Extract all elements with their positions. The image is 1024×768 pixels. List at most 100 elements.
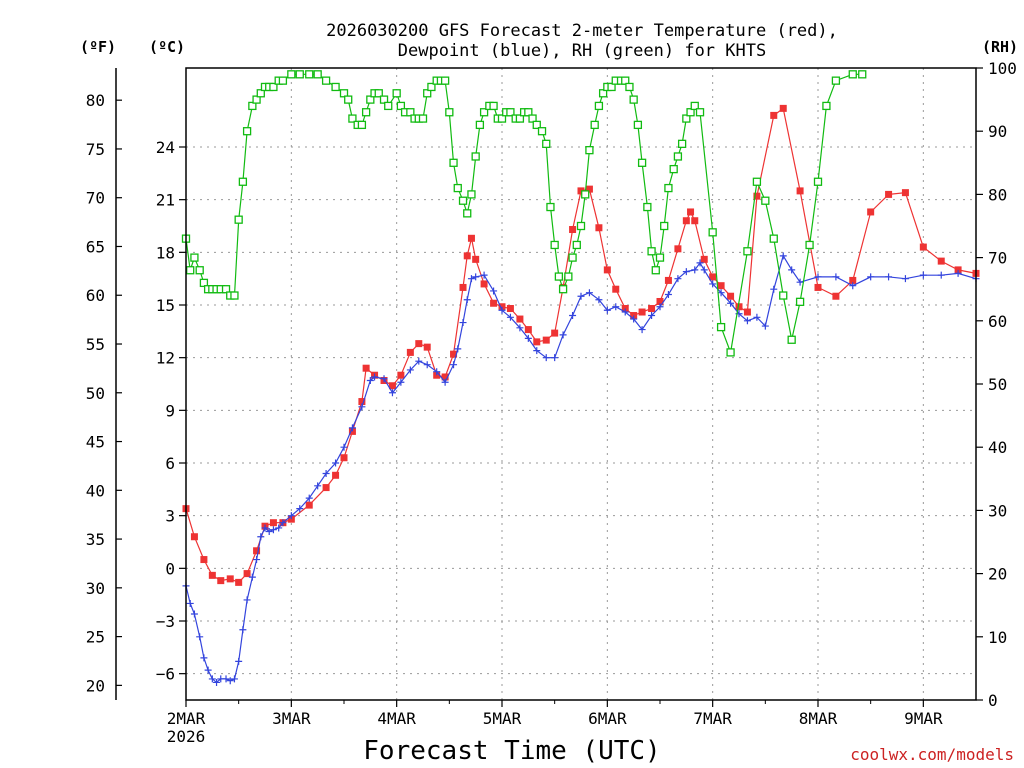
rh-point — [339, 89, 349, 98]
rh-point — [374, 89, 383, 98]
dewpoint-point — [287, 512, 295, 520]
rh-point — [805, 240, 814, 250]
rh-point — [576, 221, 586, 231]
fahrenheit-unit-label: (ºF) — [80, 38, 116, 56]
temperature-point — [603, 266, 611, 274]
dewpoint-point — [406, 366, 414, 374]
rh-point — [726, 348, 735, 357]
temperature-point — [226, 575, 234, 583]
rh-point — [497, 114, 507, 123]
rh-point — [682, 114, 691, 123]
rh-point — [554, 272, 564, 281]
dewpoint-point — [261, 524, 269, 532]
dewpoint-point — [190, 610, 198, 618]
temperature-point — [832, 292, 840, 300]
temperature-point — [467, 234, 475, 242]
dewpoint-point — [279, 519, 287, 527]
rh-point — [348, 114, 357, 123]
rh-point — [621, 76, 630, 85]
celsius-unit-label: (ºC) — [149, 38, 185, 56]
dewpoint-point — [656, 303, 664, 311]
rh-point — [357, 120, 367, 130]
x-tick-label: 6MAR — [588, 709, 627, 728]
rh-point — [321, 76, 331, 85]
rh-point — [392, 89, 401, 98]
dewpoint-point — [603, 306, 611, 314]
fahrenheit-tick-label: 75 — [86, 140, 105, 159]
rh-point — [779, 291, 788, 300]
rh-point — [743, 247, 752, 256]
dewpoint-point — [937, 271, 945, 279]
rh-point — [489, 101, 498, 111]
dewpoint-point — [305, 494, 313, 502]
dewpoint-point — [459, 319, 467, 327]
x-axis-label: Forecast Time (UTC) — [363, 736, 660, 766]
grid — [186, 68, 976, 700]
rh-point — [695, 108, 705, 117]
rh-tick-label: 10 — [988, 628, 1007, 647]
temperature-point — [814, 283, 822, 291]
dewpoint-point — [788, 266, 796, 274]
credit-label: coolwx.com/models — [850, 745, 1014, 764]
rh-point — [787, 335, 796, 344]
rh-point — [453, 183, 462, 193]
rh-point — [248, 101, 257, 111]
temperature-point — [542, 336, 550, 344]
rh-point — [506, 108, 515, 117]
series-group — [181, 70, 980, 686]
rh-point — [607, 82, 616, 92]
temperature-point — [358, 398, 366, 406]
rh-point — [594, 101, 604, 111]
chart-title-line2: Dewpoint (blue), RH (green) for KHTS — [398, 41, 766, 61]
celsius-tick-label: 12 — [156, 349, 175, 368]
rh-point — [537, 127, 547, 136]
temperature-point — [849, 276, 857, 284]
temperature-point — [901, 189, 909, 197]
dewpoint-point — [230, 675, 238, 683]
dewpoint-point — [269, 526, 277, 534]
rh-point — [366, 95, 375, 104]
x-tick-label: 8MAR — [799, 709, 838, 728]
dewpoint-point — [213, 678, 221, 686]
celsius-tick-label: 18 — [156, 243, 175, 262]
rh-point — [647, 247, 656, 256]
temperature-point — [753, 192, 761, 200]
dewpoint-point — [498, 306, 506, 314]
rh-point — [287, 70, 296, 79]
dewpoint-point — [674, 275, 682, 283]
celsius-tick-label: −6 — [156, 665, 175, 684]
dewpoint-point — [433, 368, 441, 376]
temperature-point — [796, 187, 804, 195]
rh-point — [761, 196, 770, 205]
rh-point — [831, 76, 841, 85]
dewpoint-point — [226, 677, 234, 685]
rh-tick-label: 90 — [988, 122, 1007, 141]
dewpoint-point — [371, 373, 379, 381]
temperature-point — [423, 343, 431, 351]
temperature-point — [348, 427, 356, 435]
dewpoint-point — [849, 282, 857, 290]
temperature-point — [867, 208, 875, 216]
rh-point — [686, 108, 695, 117]
dewpoint-point — [467, 275, 475, 283]
dewpoint-point — [463, 296, 471, 304]
rh-point — [471, 152, 480, 161]
temperature-line — [185, 107, 977, 584]
temperature-point — [630, 312, 638, 320]
dewpoint-point — [222, 675, 230, 683]
dewpoint-point — [348, 424, 356, 432]
rh-point — [528, 114, 537, 123]
plot-frame — [185, 67, 977, 701]
dewpoint-point — [472, 273, 480, 281]
rh-point — [625, 82, 634, 92]
temperature-point — [406, 348, 414, 356]
temperature-point — [287, 515, 295, 523]
x-year-label: 2026 — [167, 727, 206, 746]
rh-point — [629, 95, 638, 104]
temperature-point — [885, 190, 893, 198]
rh-point — [651, 266, 660, 275]
rh-point — [585, 146, 594, 155]
temperature-point — [459, 283, 467, 291]
temperature-point — [674, 245, 682, 253]
